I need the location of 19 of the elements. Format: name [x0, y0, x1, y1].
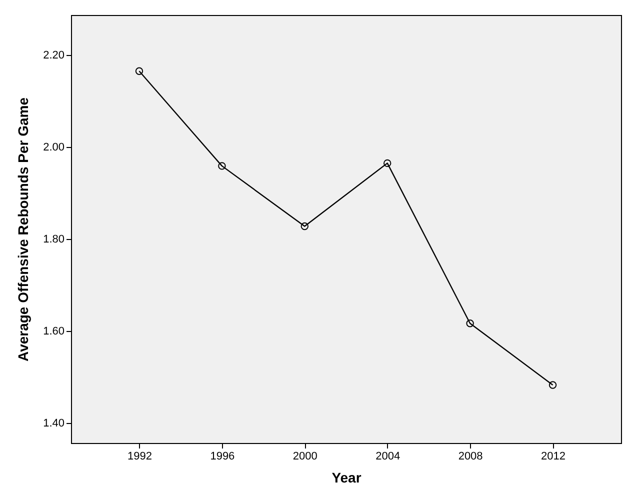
y-tick-label: 1.60: [43, 326, 64, 338]
point: [384, 159, 392, 168]
x-tick-label: 2012: [541, 450, 566, 462]
y-axis-title: Average Offensive Rebounds Per Game: [15, 97, 32, 362]
point: [548, 381, 557, 389]
y-tick-label: 2.00: [43, 142, 64, 154]
point: [218, 162, 226, 170]
x-tick-label: 2004: [376, 450, 400, 462]
y-tick-label: 1.80: [43, 234, 64, 246]
y-tick-label: 2.20: [43, 50, 64, 62]
point: [466, 319, 474, 328]
x-tick-label: 2008: [458, 450, 483, 462]
point: [300, 222, 308, 230]
point: [135, 67, 144, 75]
x-tick-label: 1992: [127, 450, 152, 462]
y-tick-label: 1.40: [43, 418, 64, 430]
x-axis-title: Year: [332, 470, 362, 486]
x-tick-label: 2000: [292, 450, 318, 462]
x-tick-label: 1996: [210, 450, 235, 462]
